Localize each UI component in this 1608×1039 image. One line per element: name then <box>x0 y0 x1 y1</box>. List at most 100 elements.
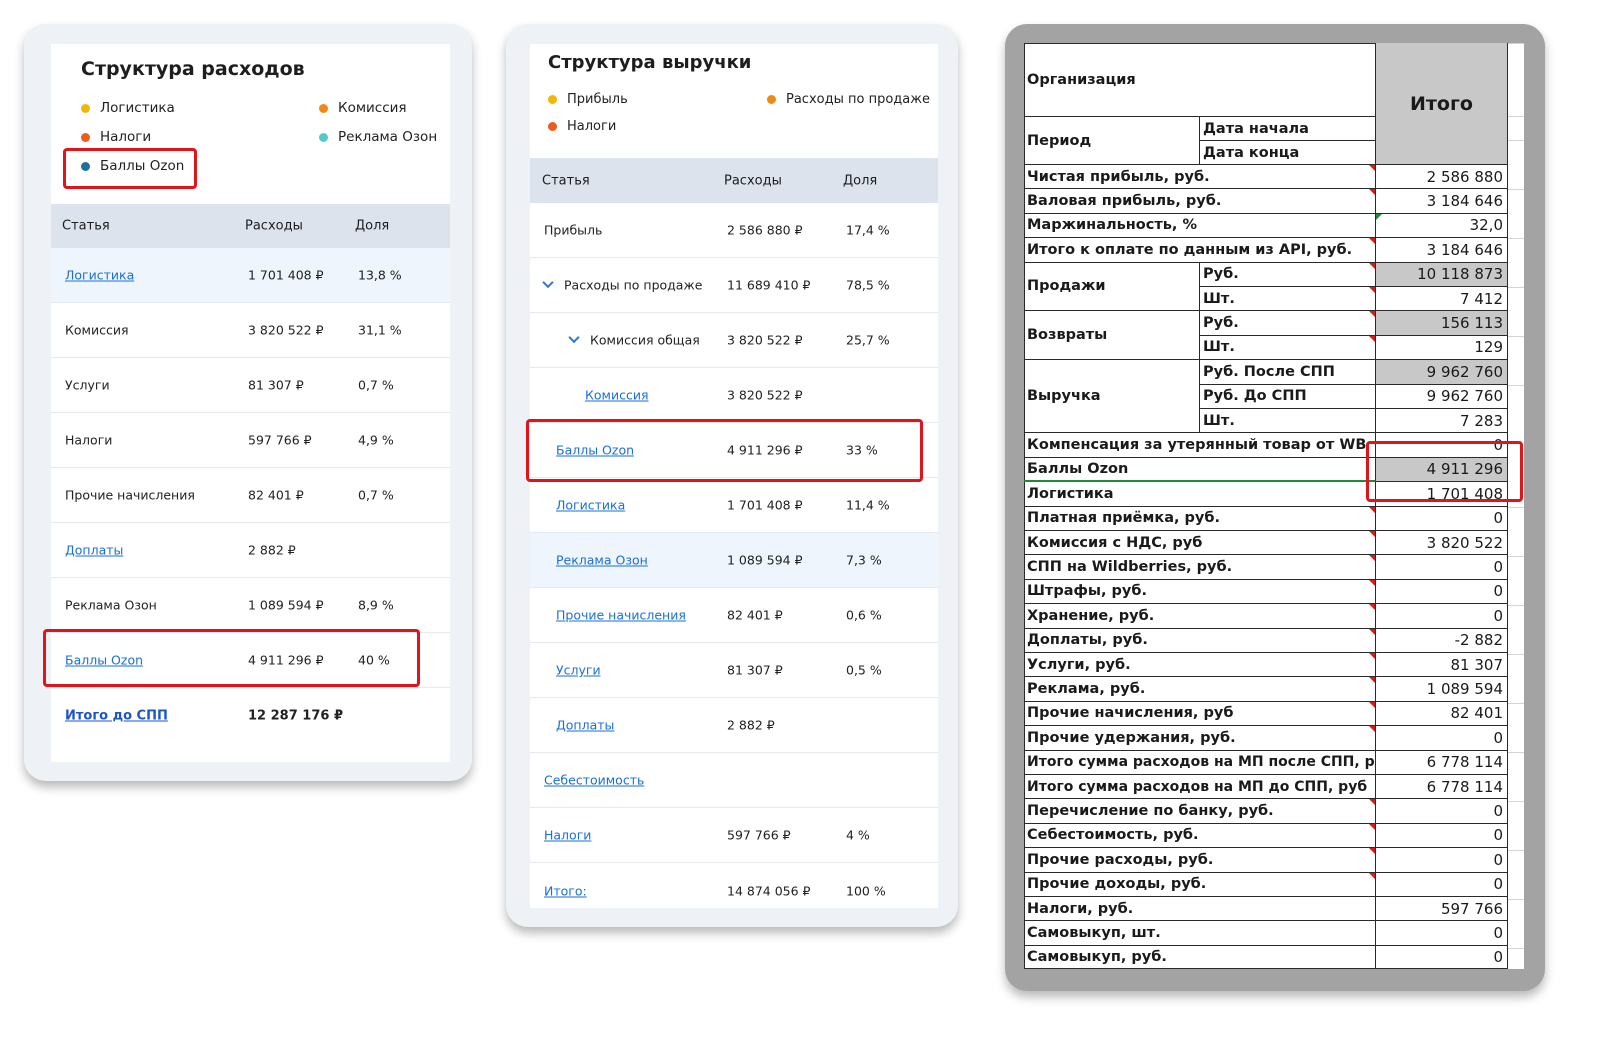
legend-item-logistics[interactable]: Логистика <box>81 100 175 116</box>
sheet-value-cell[interactable]: 3 184 646 <box>1376 189 1508 214</box>
sheet-value-cell[interactable]: 0 <box>1376 555 1508 580</box>
sheet-value-cell[interactable]: 0 <box>1376 604 1508 629</box>
sheet-sub-cell[interactable]: Шт. <box>1200 409 1376 434</box>
sheet-value-cell[interactable]: 0 <box>1376 799 1508 824</box>
period-cell[interactable]: Период <box>1024 117 1200 165</box>
legend-item-ads[interactable]: Реклама Озон <box>319 129 437 145</box>
row-item-link[interactable]: Прочие начисления <box>556 607 686 623</box>
legend-item-taxes[interactable]: Налоги <box>548 119 616 134</box>
sheet-label-cell[interactable]: Самовыкуп, руб. <box>1024 945 1376 969</box>
sheet-value-cell[interactable]: 3 820 522 <box>1376 531 1508 556</box>
sheet-value-cell[interactable]: 0 <box>1376 921 1508 946</box>
row-item-link[interactable]: Налоги <box>544 827 592 843</box>
sales-group-cell[interactable]: Продажи <box>1024 262 1200 312</box>
sheet-value-cell[interactable]: 0 <box>1376 945 1508 969</box>
sheet-value-cell[interactable]: 0 <box>1376 579 1508 605</box>
sheet-value-cell[interactable]: 10 118 873 <box>1376 262 1508 287</box>
sheet-label-cell[interactable]: Штрафы, руб. <box>1024 579 1376 605</box>
sheet-value-cell[interactable]: 1 089 594 <box>1376 677 1508 702</box>
sheet-label-cell[interactable]: Прочие доходы, руб. <box>1024 872 1376 897</box>
sheet-value-cell[interactable]: 7 283 <box>1376 409 1508 434</box>
organization-cell[interactable]: Организация <box>1024 43 1376 117</box>
row-item-expandable[interactable]: Расходы по продаже <box>542 276 702 293</box>
sheet-value-cell[interactable]: 32,0 <box>1376 213 1508 239</box>
sheet-value-cell[interactable]: 156 113 <box>1376 311 1508 336</box>
sheet-label-cell[interactable]: Итого сумма расходов на МП после СПП, ру… <box>1024 750 1376 775</box>
sheet-value-cell[interactable]: 0 <box>1376 848 1508 873</box>
date-end-cell[interactable]: Дата конца <box>1200 141 1376 165</box>
sheet-label-cell[interactable]: Комиссия с НДС, руб <box>1024 531 1376 556</box>
sheet-label-cell[interactable]: Маржинальность, % <box>1024 213 1376 239</box>
sheet-label-cell[interactable]: Перечисление по банку, руб. <box>1024 799 1376 824</box>
legend-item-profit[interactable]: Прибыль <box>548 92 628 107</box>
chevron-down-icon[interactable] <box>542 276 554 289</box>
sheet-label-cell[interactable]: СПП на Wildberries, руб. <box>1024 555 1376 580</box>
sheet-value-cell[interactable]: 4 911 296 <box>1376 457 1508 483</box>
sheet-label-cell[interactable]: Самовыкуп, шт. <box>1024 921 1376 946</box>
returns-group-cell[interactable]: Возвраты <box>1024 311 1200 361</box>
sheet-value-cell[interactable]: 81 307 <box>1376 653 1508 678</box>
sheet-label-cell[interactable]: Себестоимость, руб. <box>1024 823 1376 849</box>
sheet-label-cell[interactable]: Итого к оплате по данным из API, руб. <box>1024 238 1376 263</box>
row-item-link[interactable]: Баллы Ozon <box>65 652 144 668</box>
sheet-label-cell[interactable]: Чистая прибыль, руб. <box>1024 165 1376 190</box>
sheet-label-cell[interactable]: Баллы Ozon <box>1024 457 1376 483</box>
sheet-value-cell[interactable]: 0 <box>1376 872 1508 897</box>
sheet-label-cell[interactable]: Реклама, руб. <box>1024 677 1376 702</box>
sheet-label-cell[interactable]: Логистика <box>1024 482 1376 507</box>
sheet-value-cell[interactable]: 129 <box>1376 335 1508 361</box>
row-item-link[interactable]: Реклама Озон <box>556 552 648 568</box>
sheet-value-cell[interactable]: 3 184 646 <box>1376 238 1508 263</box>
total-header-cell[interactable]: Итого <box>1376 43 1508 165</box>
row-item-link[interactable]: Логистика <box>556 497 626 513</box>
sheet-value-cell[interactable]: 0 <box>1376 726 1508 751</box>
sheet-value-cell[interactable]: 6 778 114 <box>1376 775 1508 800</box>
sheet-label-cell[interactable]: Прочие расходы, руб. <box>1024 848 1376 873</box>
row-item-link[interactable]: Доплаты <box>556 717 615 733</box>
sheet-sub-cell[interactable]: Руб. <box>1200 262 1376 287</box>
legend-item-taxes[interactable]: Налоги <box>81 129 151 145</box>
sheet-value-cell[interactable]: -2 882 <box>1376 628 1508 653</box>
sheet-sub-cell[interactable]: Руб. <box>1200 311 1376 336</box>
sheet-label-cell[interactable]: Прочие удержания, руб. <box>1024 726 1376 751</box>
row-item-link[interactable]: Логистика <box>65 267 135 283</box>
legend-item-sales-expenses[interactable]: Расходы по продаже <box>767 92 930 107</box>
row-item-link[interactable]: Итого: <box>544 883 587 898</box>
legend-item-ozon-points[interactable]: Баллы Ozon <box>81 158 184 174</box>
sheet-value-cell[interactable]: 0 <box>1376 433 1508 458</box>
sheet-value-cell[interactable]: 9 962 760 <box>1376 384 1508 409</box>
legend-item-commission[interactable]: Комиссия <box>319 100 407 116</box>
sheet-label-cell[interactable]: Валовая прибыль, руб. <box>1024 189 1376 214</box>
sheet-sub-cell[interactable]: Руб. До СПП <box>1200 384 1376 409</box>
row-item-expandable[interactable]: Комиссия общая <box>568 331 700 348</box>
sheet-value-cell[interactable]: 2 586 880 <box>1376 165 1508 190</box>
row-item-link[interactable]: Баллы Ozon <box>556 442 635 458</box>
sheet-label-cell[interactable]: Итого сумма расходов на МП до СПП, руб <box>1024 775 1376 800</box>
sheet-label-cell[interactable]: Хранение, руб. <box>1024 604 1376 629</box>
total-item-link[interactable]: Итого до СПП <box>65 708 168 723</box>
row-item-link[interactable]: Комиссия <box>585 387 649 403</box>
revenue-group-cell[interactable]: Выручка <box>1024 360 1200 434</box>
sheet-sub-cell[interactable]: Руб. После СПП <box>1200 360 1376 385</box>
sheet-sub-cell[interactable]: Шт. <box>1200 335 1376 361</box>
sheet-value-cell[interactable]: 0 <box>1376 506 1508 531</box>
sheet-value-cell[interactable]: 9 962 760 <box>1376 360 1508 385</box>
sheet-value-cell[interactable]: 82 401 <box>1376 701 1508 727</box>
sheet-label-cell[interactable]: Услуги, руб. <box>1024 653 1376 678</box>
sheet-label-cell[interactable]: Доплаты, руб. <box>1024 628 1376 653</box>
row-item-link[interactable]: Доплаты <box>65 542 124 558</box>
sheet-label-cell[interactable]: Прочие начисления, руб <box>1024 701 1376 727</box>
sheet-value-cell[interactable]: 597 766 <box>1376 897 1508 922</box>
sheet-value-cell[interactable]: 7 412 <box>1376 287 1508 312</box>
sheet-value-cell[interactable]: 1 701 408 <box>1376 482 1508 507</box>
sheet-label-cell[interactable]: Платная приёмка, руб. <box>1024 506 1376 531</box>
row-item-link[interactable]: Услуги <box>556 662 601 678</box>
sheet-value-cell[interactable]: 6 778 114 <box>1376 750 1508 775</box>
sheet-label-cell[interactable]: Налоги, руб. <box>1024 897 1376 922</box>
chevron-down-icon[interactable] <box>568 331 580 344</box>
sheet-value-cell[interactable]: 0 <box>1376 823 1508 849</box>
sheet-sub-cell[interactable]: Шт. <box>1200 287 1376 312</box>
row-item-link[interactable]: Себестоимость <box>544 772 645 788</box>
date-start-cell[interactable]: Дата начала <box>1200 117 1376 141</box>
sheet-label-cell[interactable]: Компенсация за утерянный товар от WB <box>1024 433 1376 458</box>
